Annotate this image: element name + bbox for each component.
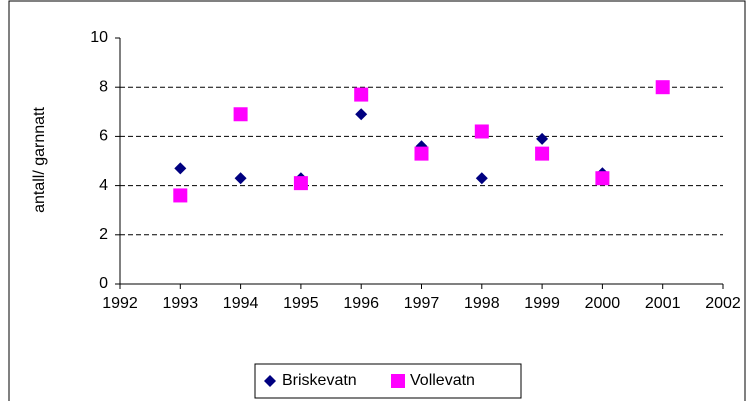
point [475,172,488,185]
x-tick-label: 1993 [163,295,199,312]
legend-label: Vollevatn [410,372,475,389]
point [354,87,369,102]
x-tick-label: 1998 [464,295,500,312]
y-tick-label: 2 [99,226,108,243]
point [173,188,188,203]
y-axis-label: antall/ garnnatt [31,107,48,213]
point [293,176,308,191]
point [474,124,489,139]
legend-marker [264,375,276,387]
point [174,162,187,175]
point [535,146,550,161]
x-tick-label: 2000 [585,295,621,312]
point [595,171,610,186]
point [414,146,429,161]
x-tick-label: 1992 [102,295,138,312]
y-tick-label: 0 [99,275,108,292]
y-tick-label: 10 [90,29,108,46]
x-tick-label: 1997 [404,295,440,312]
legend-box [254,363,522,399]
y-tick-label: 6 [99,128,108,145]
chart-border [8,0,746,401]
point [355,108,368,121]
legend-label: Briskevatn [282,372,357,389]
y-tick-label: 8 [99,78,108,95]
legend-marker [391,374,405,388]
point [233,107,248,122]
x-tick-label: 2001 [645,295,681,312]
x-tick-label: 2002 [705,295,741,312]
point [234,172,247,185]
point [536,132,549,145]
point [655,80,670,95]
x-tick-label: 1995 [283,295,319,312]
y-tick-label: 4 [99,177,108,194]
x-tick-label: 1996 [343,295,379,312]
x-tick-label: 1994 [223,295,259,312]
x-tick-label: 1999 [524,295,560,312]
